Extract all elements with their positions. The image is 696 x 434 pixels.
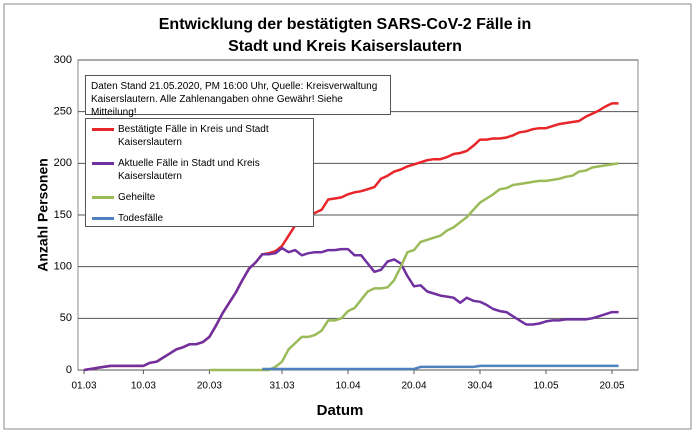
legend-item: Todesfälle xyxy=(88,212,311,225)
series-line xyxy=(209,162,619,372)
annotation-line: Daten Stand 21.05.2020, PM 16:00 Uhr, Qu… xyxy=(91,81,378,92)
legend-swatch xyxy=(92,196,114,199)
y-tick-label: 0 xyxy=(66,364,72,376)
y-tick-label: 100 xyxy=(54,261,72,273)
x-tick-label: 20.04 xyxy=(401,381,426,392)
legend-item: Aktuelle Fälle in Stadt und Kreis Kaiser… xyxy=(88,157,311,183)
annotation-line: Kaiserslautern. Alle Zahlenangaben ohne … xyxy=(91,94,343,118)
y-axis-label: Anzahl Personen xyxy=(35,158,51,272)
y-tick-label: 150 xyxy=(54,209,72,221)
chart-title: Entwicklung der bestätigten SARS-CoV-2 F… xyxy=(158,16,532,55)
x-tick-label: 10.03 xyxy=(131,381,156,392)
series-line xyxy=(83,246,619,372)
y-tick-label: 250 xyxy=(54,106,72,118)
series-line xyxy=(262,364,619,371)
legend-item: Geheilte xyxy=(88,191,311,204)
frame xyxy=(3,3,692,430)
x-tick-label: 20.05 xyxy=(599,381,624,392)
legend-label: Geheilte xyxy=(118,192,156,203)
x-tick-label: 01.03 xyxy=(71,381,96,392)
x-tick-label: 10.04 xyxy=(335,381,360,392)
legend-item: Bestätigte Fälle in Kreis und Stadt Kais… xyxy=(88,123,311,149)
y-tick-label: 50 xyxy=(60,312,72,324)
x-tick-label: 10.05 xyxy=(533,381,558,392)
legend: Bestätigte Fälle in Kreis und Stadt Kais… xyxy=(85,118,314,227)
legend-label: Todesfälle xyxy=(118,213,164,224)
x-axis-label: Datum xyxy=(317,402,364,419)
legend-swatch xyxy=(92,162,114,165)
x-tick-label: 20.03 xyxy=(197,381,222,392)
legend-swatch xyxy=(92,217,114,220)
legend-swatch xyxy=(92,128,114,131)
annotation: Daten Stand 21.05.2020, PM 16:00 Uhr, Qu… xyxy=(85,75,391,118)
x-tick-label: 31.03 xyxy=(269,381,294,392)
y-tick-label: 300 xyxy=(54,54,72,66)
x-tick-label: 30.04 xyxy=(467,381,492,392)
y-tick-label: 200 xyxy=(54,157,72,169)
legend-label: Bestätigte Fälle in Kreis und Stadt Kais… xyxy=(118,124,269,148)
legend-label: Aktuelle Fälle in Stadt und Kreis Kaiser… xyxy=(118,158,260,182)
